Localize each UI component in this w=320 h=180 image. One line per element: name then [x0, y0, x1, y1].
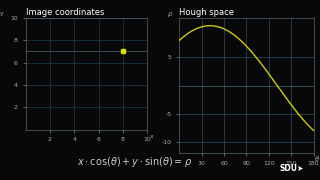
Text: ρ: ρ [168, 11, 172, 17]
Text: x: x [150, 134, 153, 139]
Text: $x \cdot \cos(\theta) + y \cdot \sin(\theta) = \rho$: $x \cdot \cos(\theta) + y \cdot \sin(\th… [77, 155, 192, 169]
Text: SDU➤: SDU➤ [280, 164, 304, 173]
Text: y: y [0, 11, 4, 16]
Text: θ: θ [315, 156, 319, 162]
Text: Image coordinates: Image coordinates [26, 8, 104, 17]
Text: Hough space: Hough space [179, 8, 234, 17]
